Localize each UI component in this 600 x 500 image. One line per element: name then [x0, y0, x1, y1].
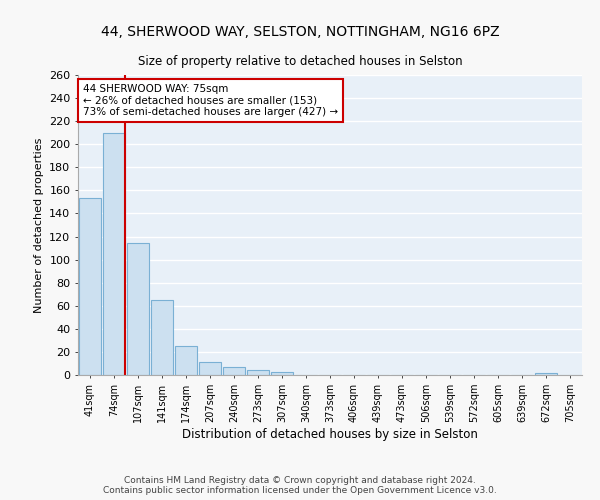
Bar [79, 198, 101, 375]
Bar [271, 372, 293, 375]
Text: 44 SHERWOOD WAY: 75sqm
← 26% of detached houses are smaller (153)
73% of semi-de: 44 SHERWOOD WAY: 75sqm ← 26% of detached… [83, 84, 338, 117]
X-axis label: Distribution of detached houses by size in Selston: Distribution of detached houses by size … [182, 428, 478, 440]
Bar [247, 370, 269, 375]
Text: Contains HM Land Registry data © Crown copyright and database right 2024.
Contai: Contains HM Land Registry data © Crown c… [103, 476, 497, 495]
Text: 44, SHERWOOD WAY, SELSTON, NOTTINGHAM, NG16 6PZ: 44, SHERWOOD WAY, SELSTON, NOTTINGHAM, N… [101, 25, 499, 39]
Y-axis label: Number of detached properties: Number of detached properties [34, 138, 44, 312]
Bar [199, 362, 221, 375]
Bar [175, 346, 197, 375]
Bar [223, 367, 245, 375]
Bar [535, 372, 557, 375]
Bar [127, 244, 149, 375]
Text: Size of property relative to detached houses in Selston: Size of property relative to detached ho… [137, 55, 463, 68]
Bar [151, 300, 173, 375]
Bar [103, 132, 125, 375]
